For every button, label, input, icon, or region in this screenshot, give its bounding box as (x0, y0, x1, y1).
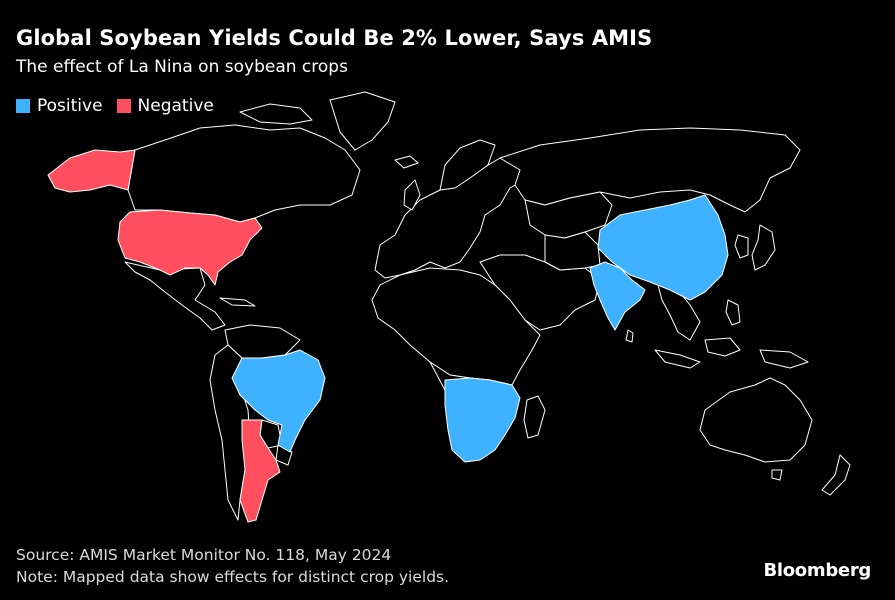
region-arctic-islands (239, 103, 313, 125)
source-note: Source: AMIS Market Monitor No. 118, May… (16, 546, 392, 564)
region-iran-afghanistan (544, 231, 601, 271)
chart-title: Global Soybean Yields Could Be 2% Lower,… (16, 26, 653, 50)
region-tasmania (771, 469, 783, 481)
legend-swatch-positive (16, 99, 30, 113)
region-philippines (725, 299, 741, 326)
region-new-guinea (759, 349, 809, 369)
data-note: Note: Mapped data show effects for disti… (16, 568, 450, 586)
region-southern-africa (444, 377, 521, 463)
region-greenland (329, 91, 396, 151)
region-central-asia (524, 191, 613, 239)
legend-item-negative: Negative (116, 96, 214, 116)
region-uk (403, 179, 421, 211)
region-china (597, 194, 729, 301)
legend-label-positive: Positive (37, 96, 103, 116)
region-scandinavia (439, 139, 496, 191)
region-russia (499, 127, 801, 213)
region-mexico (124, 261, 226, 331)
region-japan (751, 224, 776, 271)
region-korea (734, 234, 749, 259)
region-new-zealand (821, 454, 851, 496)
legend-swatch-negative (116, 99, 131, 113)
region-sri-lanka (625, 329, 634, 343)
legend-item-positive: Positive (16, 96, 103, 116)
region-australia (699, 377, 813, 463)
region-india (589, 261, 646, 331)
bloomberg-logo: Bloomberg (763, 560, 871, 581)
region-indonesia-1 (654, 349, 701, 369)
region-alaska (47, 149, 136, 193)
region-argentina (239, 419, 281, 523)
region-united-states (117, 209, 263, 286)
region-madagascar (523, 395, 546, 439)
legend: Positive Negative (16, 96, 228, 116)
region-indonesia-2 (704, 337, 741, 357)
chart-subtitle: The effect of La Nina on soybean crops (16, 57, 348, 77)
region-north-africa (371, 267, 541, 386)
region-cuba (219, 297, 256, 307)
region-brazil (231, 349, 326, 453)
region-canada (127, 124, 361, 223)
region-iceland (394, 155, 419, 169)
legend-label-negative: Negative (137, 96, 214, 116)
